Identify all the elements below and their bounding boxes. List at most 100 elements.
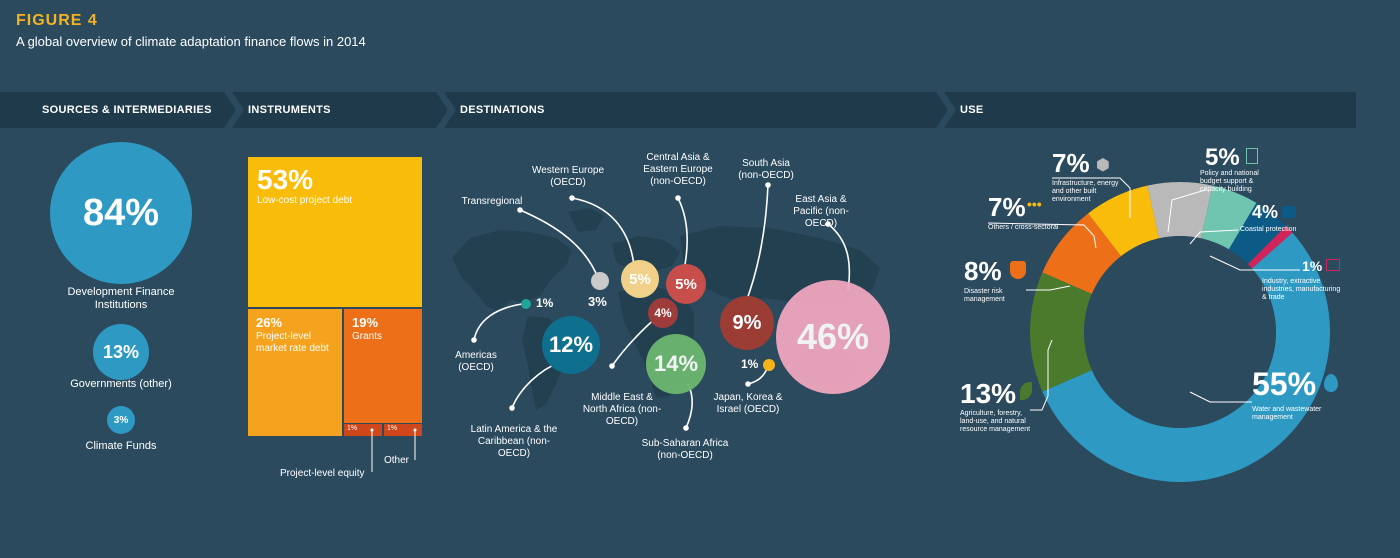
header-sources: SOURCES & INTERMEDIARIES <box>42 104 212 116</box>
source-pct-cf: 3% <box>113 414 129 426</box>
dest-label-weurope: Western Europe (OECD) <box>531 165 605 188</box>
leader-sasia-dot <box>765 182 771 188</box>
use-leader-coastal <box>1189 229 1239 245</box>
source-pct-dfi: 84% <box>82 191 160 234</box>
use-leader-lines <box>987 177 1300 411</box>
header-instruments: INSTRUMENTS <box>248 104 331 116</box>
header-band-instruments <box>232 92 448 128</box>
leader-mena-dot <box>609 363 615 369</box>
instrument-pct-equity: 1% <box>347 425 358 432</box>
donut-hole <box>1084 236 1276 428</box>
source-bubble-cf: 3% <box>107 406 135 434</box>
use-leader-industry <box>1209 255 1300 271</box>
use-pct-agri: 13% <box>960 378 1017 409</box>
use-leader-policy <box>1167 189 1206 233</box>
dest-pct-weurope: 5% <box>629 270 651 288</box>
dest-bubble-transregional <box>591 272 609 290</box>
use-label-industry: Industry, extractive industries, manufac… <box>1262 278 1341 301</box>
use-pct-infra: 7% <box>1052 148 1090 178</box>
dest-pct-transregional: 3% <box>588 294 607 309</box>
dest-bubble-ssa: 14% <box>646 334 706 394</box>
donut-slices <box>1030 182 1330 483</box>
leader-weurope <box>571 197 635 267</box>
source-bubble-gov: 13% <box>93 324 149 380</box>
dots-icon: ••• <box>1027 196 1042 212</box>
header-destinations: DESTINATIONS <box>460 104 545 116</box>
leader-japan-dot <box>745 381 751 387</box>
dest-label-ssa: Sub-Saharan Africa (non-OECD) <box>641 438 729 461</box>
dest-label-americas: Americas (OECD) <box>455 350 497 373</box>
dest-pct-latam: 12% <box>548 332 594 357</box>
instrument-label-equity: Project-level equity <box>280 468 365 479</box>
dest-bubble-latam: 12% <box>542 316 600 374</box>
instrument-cell-lowcost: 53% Low-cost project debt <box>248 157 422 307</box>
north-america-shape <box>452 230 572 312</box>
donut-slice-disaster <box>1042 213 1122 294</box>
instrument-cell-other: 1% <box>384 424 422 436</box>
leader-casia-dot <box>675 195 681 201</box>
instrument-label-grants: Grants <box>352 331 383 342</box>
leaf-icon <box>1020 382 1032 400</box>
leader-other-dot <box>413 428 417 432</box>
source-bubble-dfi: 84% <box>50 142 192 284</box>
dest-pct-casia: 5% <box>675 275 697 293</box>
dest-pct-americas: 1% <box>536 296 554 310</box>
donut-slice-industry <box>1247 225 1293 269</box>
header-band-sources <box>0 92 236 128</box>
use-pct-coastal: 4% <box>1252 202 1279 222</box>
dest-pct-japan: 1% <box>741 357 759 371</box>
dest-pct-mena: 4% <box>654 306 672 320</box>
use-pct-disaster: 8% <box>964 256 1002 286</box>
use-leader-agri <box>1030 339 1053 411</box>
dest-bubble-mena: 4% <box>648 298 678 328</box>
instrument-cell-marketdebt: 26% Project-level market rate debt <box>248 309 342 436</box>
leader-transregional-dot <box>517 207 523 213</box>
document-icon <box>1246 148 1258 164</box>
donut-slice-coastal <box>1228 202 1287 265</box>
use-label-water: Water and wastewater management <box>1252 406 1322 421</box>
use-leader-water <box>1189 391 1252 403</box>
source-label-gov: Governments (other) <box>70 378 172 390</box>
wave-icon <box>1282 206 1296 218</box>
header-use: USE <box>960 104 984 116</box>
dest-pct-eastasia: 46% <box>796 316 870 357</box>
instrument-cell-grants: 19% Grants <box>344 309 422 423</box>
source-label-cf: Climate Funds <box>85 440 157 452</box>
header-band <box>0 92 1356 128</box>
source-pct-gov: 13% <box>102 341 140 362</box>
dest-bubble-japan <box>763 359 775 371</box>
dest-pct-ssa: 14% <box>653 351 699 376</box>
dest-bubble-eastasia: 46% <box>776 280 890 394</box>
dest-label-sasia: South Asia (non-OECD) <box>738 158 794 181</box>
donut-slice-water <box>1042 232 1330 483</box>
donut-slice-agriculture <box>1030 272 1092 392</box>
leader-transregional <box>519 209 599 279</box>
leader-eastasia-dot <box>825 221 831 227</box>
donut-slice-policy <box>1200 185 1257 250</box>
dest-label-eastasia: East Asia & Pacific (non-OECD) <box>793 194 849 229</box>
dest-bubble-casia: 5% <box>666 264 706 304</box>
use-pct-industry: 1% <box>1302 258 1323 274</box>
donut-slice-infrastructure <box>1147 182 1213 239</box>
source-label-dfi: Development Finance Institutions <box>67 286 175 311</box>
instrument-label-lowcost: Low-cost project debt <box>257 195 353 206</box>
leader-equity-dot <box>370 428 374 432</box>
use-pct-water: 55% <box>1252 366 1317 402</box>
dome-icon: ⬢ <box>1096 157 1110 174</box>
use-label-disaster: Disaster risk management <box>964 288 1005 303</box>
dest-label-transregional: Transregional <box>461 196 523 207</box>
dest-label-mena: Middle East & North Africa (non-OECD) <box>582 392 662 427</box>
shield-icon <box>1010 261 1026 279</box>
header-band-destinations <box>444 92 948 128</box>
use-label-others: Others / cross-sectoral <box>988 224 1059 231</box>
dest-bubble-weurope: 5% <box>621 260 659 298</box>
use-label-policy: Policy and national budget support & cap… <box>1200 170 1259 193</box>
instrument-pct-other: 1% <box>387 425 398 432</box>
use-leader-others <box>987 222 1097 249</box>
dest-label-japan: Japan, Korea & Israel (OECD) <box>713 392 783 415</box>
use-label-infra: Infrastructure, energy and other built e… <box>1052 180 1119 203</box>
use-leader-infra <box>1052 177 1131 218</box>
leader-americas-dot <box>471 337 477 343</box>
